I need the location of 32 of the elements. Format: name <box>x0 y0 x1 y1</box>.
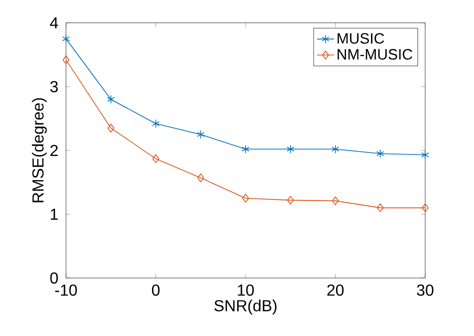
x-tick-label: 0 <box>152 284 160 296</box>
point <box>332 144 340 154</box>
x-tick-label: 10 <box>238 284 254 296</box>
point <box>286 144 294 154</box>
point <box>376 203 384 212</box>
point <box>421 150 430 160</box>
legend-label: NM-MUSIC <box>338 49 412 60</box>
y-tick-label: 2 <box>50 144 58 156</box>
point <box>107 95 115 104</box>
x-axis-title: SNR(dB) <box>214 300 276 314</box>
point <box>196 130 205 139</box>
y-tick-label: 3 <box>50 80 58 92</box>
legend-label: MUSIC <box>338 33 384 44</box>
y-axis-title: RMSE(degree) <box>32 98 47 202</box>
y-tick-label: 0 <box>50 272 58 284</box>
x-tick-label: -10 <box>55 284 77 296</box>
point <box>242 144 250 154</box>
y-tick-label: 4 <box>50 17 58 28</box>
point <box>422 203 429 212</box>
point <box>332 196 339 206</box>
point <box>62 34 70 44</box>
x-tick-label: 20 <box>327 284 344 296</box>
point <box>242 194 249 203</box>
point <box>108 124 114 132</box>
point <box>376 149 384 158</box>
x-tick-label: 30 <box>416 284 434 296</box>
point <box>62 55 70 64</box>
point <box>152 154 160 164</box>
y-tick-label: 1 <box>50 208 58 220</box>
point <box>152 119 160 128</box>
point <box>287 196 294 205</box>
point <box>197 173 204 182</box>
